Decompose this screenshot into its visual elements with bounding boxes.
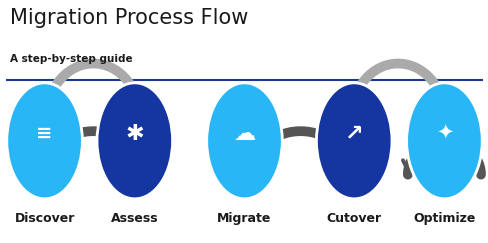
Text: Optimize: Optimize [412,212,475,225]
Text: ✦: ✦ [435,124,452,144]
Ellipse shape [406,83,481,199]
Text: Migration Process Flow: Migration Process Flow [10,8,248,28]
Text: ☁: ☁ [233,124,255,144]
Text: ≡: ≡ [36,124,53,143]
Ellipse shape [316,83,391,199]
Text: ↗: ↗ [344,124,363,144]
Ellipse shape [97,83,172,199]
Ellipse shape [206,83,282,199]
Text: Migrate: Migrate [217,212,271,225]
Text: A step-by-step guide: A step-by-step guide [10,54,133,64]
Text: Discover: Discover [14,212,75,225]
Text: Assess: Assess [111,212,158,225]
Ellipse shape [7,83,82,199]
Text: ✱: ✱ [125,124,144,144]
Text: Cutover: Cutover [326,212,381,225]
